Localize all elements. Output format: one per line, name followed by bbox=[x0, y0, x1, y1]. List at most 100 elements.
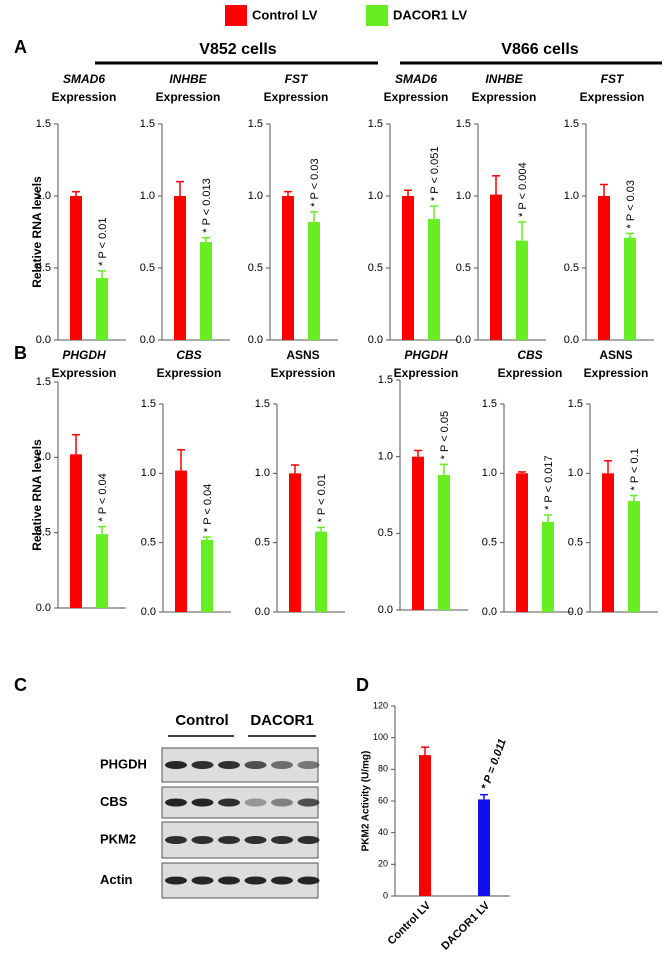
y-tick-label: 0.5 bbox=[378, 527, 393, 539]
annotation: * P < 0.03 bbox=[309, 158, 321, 206]
y-tick-label: 1.0 bbox=[568, 467, 583, 479]
y-tick-label: 0.0 bbox=[141, 606, 156, 618]
panel-label: C bbox=[14, 675, 27, 695]
bar bbox=[289, 473, 301, 612]
bar-chart: 0.0 0.5 1.0 1.5 CBS Expression * P < 0.017 bbox=[482, 348, 572, 618]
panel-label: D bbox=[356, 675, 369, 695]
y-tick-label: 0.0 bbox=[564, 334, 579, 346]
y-tick-label: 0.5 bbox=[248, 262, 263, 274]
chart-subtitle: Expression bbox=[157, 366, 222, 380]
chart-subtitle: Expression bbox=[52, 90, 117, 104]
bar-chart: 0.0 0.5 1.0 1.5 PHGDH Expression * P < 0.05 bbox=[378, 348, 468, 616]
chart-title: INHBE bbox=[169, 72, 207, 86]
chart-subtitle: Expression bbox=[580, 90, 645, 104]
annotation: * P < 0.051 bbox=[429, 147, 441, 202]
annotation: * P = 0.011 bbox=[479, 737, 509, 791]
blot-band bbox=[191, 798, 214, 807]
y-tick-label: 0.0 bbox=[456, 334, 471, 346]
panel-label: B bbox=[14, 343, 27, 363]
bar bbox=[96, 278, 108, 340]
annotation: * P < 0.004 bbox=[517, 162, 529, 217]
chart-title: INHBE bbox=[485, 72, 523, 86]
y-tick-label: 1.0 bbox=[368, 190, 383, 202]
y-tick-label: 1.5 bbox=[255, 398, 270, 410]
bar bbox=[282, 196, 294, 340]
y-tick-label: 0 bbox=[383, 890, 388, 900]
annotation: * P < 0.1 bbox=[629, 448, 641, 490]
chart-title: PHGDH bbox=[62, 348, 106, 362]
blot-row-label: PHGDH bbox=[100, 756, 147, 771]
bar bbox=[201, 539, 213, 612]
chart-title: CBS bbox=[176, 348, 201, 362]
bar bbox=[419, 755, 431, 896]
chart-subtitle: Expression bbox=[156, 90, 221, 104]
y-tick-label: 100 bbox=[373, 732, 388, 742]
chart-title: FST bbox=[601, 72, 625, 86]
y-tick-label: 0.5 bbox=[255, 537, 270, 549]
bar bbox=[624, 237, 636, 340]
blot-band bbox=[218, 836, 240, 844]
y-tick-label: 0.0 bbox=[378, 604, 393, 616]
bar-chart: 0.0 0.5 1.0 1.5 SMAD6 Expression * P < 0.051 bbox=[368, 72, 458, 346]
bar bbox=[598, 196, 610, 340]
chart-subtitle: Expression bbox=[584, 366, 649, 380]
chart-subtitle: Expression bbox=[271, 366, 336, 380]
y-tick-label: 20 bbox=[378, 859, 388, 869]
chart-title: ASNS bbox=[599, 348, 632, 362]
bar bbox=[628, 501, 640, 612]
bar bbox=[516, 473, 528, 612]
group-header: V866 cells bbox=[501, 41, 579, 58]
bar-chart: 0 20 40 60 80 100 120 PKM2 Activity (U/mg) Contr… bbox=[361, 700, 510, 953]
bar bbox=[174, 196, 186, 340]
y-tick-label: 1.5 bbox=[564, 118, 579, 130]
panel-label: A bbox=[14, 37, 27, 57]
group-header: V852 cells bbox=[199, 41, 277, 58]
y-tick-label: 1.0 bbox=[36, 190, 51, 202]
annotation: * P < 0.01 bbox=[316, 474, 328, 522]
blot-group: DACOR1 bbox=[250, 712, 313, 729]
blot-band bbox=[244, 876, 267, 885]
bar-chart: 0.0 0.5 1.0 1.5 FST Expression * P < 0.03 bbox=[248, 72, 338, 346]
blot-band bbox=[271, 876, 293, 885]
y-tick-label: 1.5 bbox=[378, 374, 393, 386]
y-tick-label: 1.0 bbox=[564, 190, 579, 202]
y-tick-label: 0.5 bbox=[564, 262, 579, 274]
y-axis-label: PKM2 Activity (U/mg) bbox=[361, 751, 372, 852]
y-tick-label: 0.0 bbox=[482, 606, 497, 618]
bar bbox=[412, 456, 424, 610]
blot-band bbox=[191, 836, 214, 844]
blot-band bbox=[244, 836, 267, 844]
bar bbox=[542, 521, 554, 612]
y-tick-label: 1.5 bbox=[140, 118, 155, 130]
bar-chart: 0.0 0.5 1.0 1.5 CBS Expression * P < 0.04 bbox=[141, 348, 231, 618]
y-tick-label: 1.0 bbox=[36, 451, 51, 463]
y-tick-label: 0.5 bbox=[36, 527, 51, 539]
blot-band bbox=[297, 876, 320, 885]
annotation: * P < 0.01 bbox=[97, 217, 109, 265]
y-tick-label: 1.5 bbox=[248, 118, 263, 130]
y-tick-label: 1.0 bbox=[378, 451, 393, 463]
y-tick-label: 1.0 bbox=[141, 467, 156, 479]
y-axis-label: Relative RNA levels bbox=[30, 439, 44, 551]
x-tick-label: Control LV bbox=[386, 899, 434, 947]
legend-label: Control LV bbox=[252, 7, 318, 22]
y-tick-label: 120 bbox=[373, 700, 388, 710]
y-tick-label: 1.5 bbox=[368, 118, 383, 130]
y-tick-label: 0.0 bbox=[248, 334, 263, 346]
bar bbox=[70, 454, 82, 608]
bar bbox=[308, 221, 320, 340]
annotation: * P < 0.04 bbox=[97, 473, 109, 521]
y-tick-label: 0.0 bbox=[255, 606, 270, 618]
bar bbox=[70, 196, 82, 340]
y-tick-label: 0.5 bbox=[36, 262, 51, 274]
y-tick-label: 0.0 bbox=[140, 334, 155, 346]
y-tick-label: 1.5 bbox=[568, 398, 583, 410]
blot-band bbox=[244, 798, 267, 807]
blot-band bbox=[191, 876, 214, 885]
blot-band bbox=[165, 876, 187, 885]
bar-chart: 0.0 0.5 1.0 1.5 ASNS Expression * P < 0.01 bbox=[255, 348, 345, 618]
y-tick-label: 1.5 bbox=[36, 376, 51, 388]
y-tick-label: 1.0 bbox=[482, 467, 497, 479]
blot-band bbox=[218, 761, 240, 769]
bar bbox=[402, 196, 414, 340]
